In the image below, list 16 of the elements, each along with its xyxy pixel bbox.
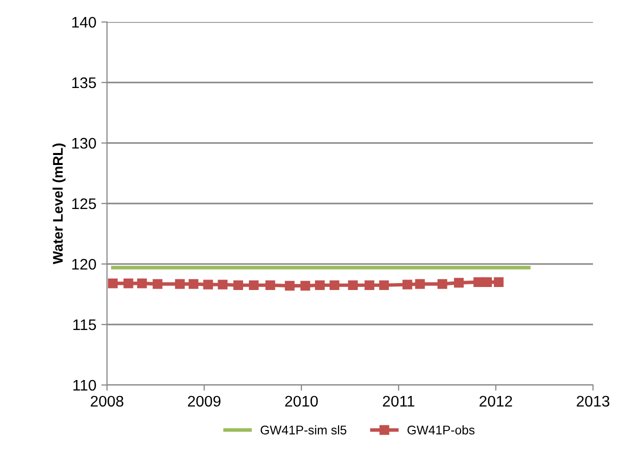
legend-label: GW41P-sim sl5 (260, 425, 346, 434)
x-tick-label: 2013 (576, 396, 610, 407)
y-tick-label: 135 (72, 77, 96, 88)
x-tick-label: 2008 (90, 396, 124, 407)
x-tick-label: 2009 (188, 396, 220, 407)
y-tick-label: 140 (72, 16, 96, 28)
y-tick-label: 120 (72, 258, 96, 270)
y-tick-label: 110 (73, 380, 96, 391)
x-tick-label: 2010 (285, 396, 318, 407)
x-tick-label: 2011 (382, 396, 414, 407)
legend-label: GW41P-obs (408, 425, 474, 434)
y-axis-title: Water Level (mRL) (52, 143, 66, 264)
y-tick-label: 130 (72, 138, 96, 149)
x-tick-label: 2012 (480, 396, 512, 407)
y-tick-label: 125 (72, 198, 96, 210)
y-tick-label: 115 (73, 320, 96, 330)
